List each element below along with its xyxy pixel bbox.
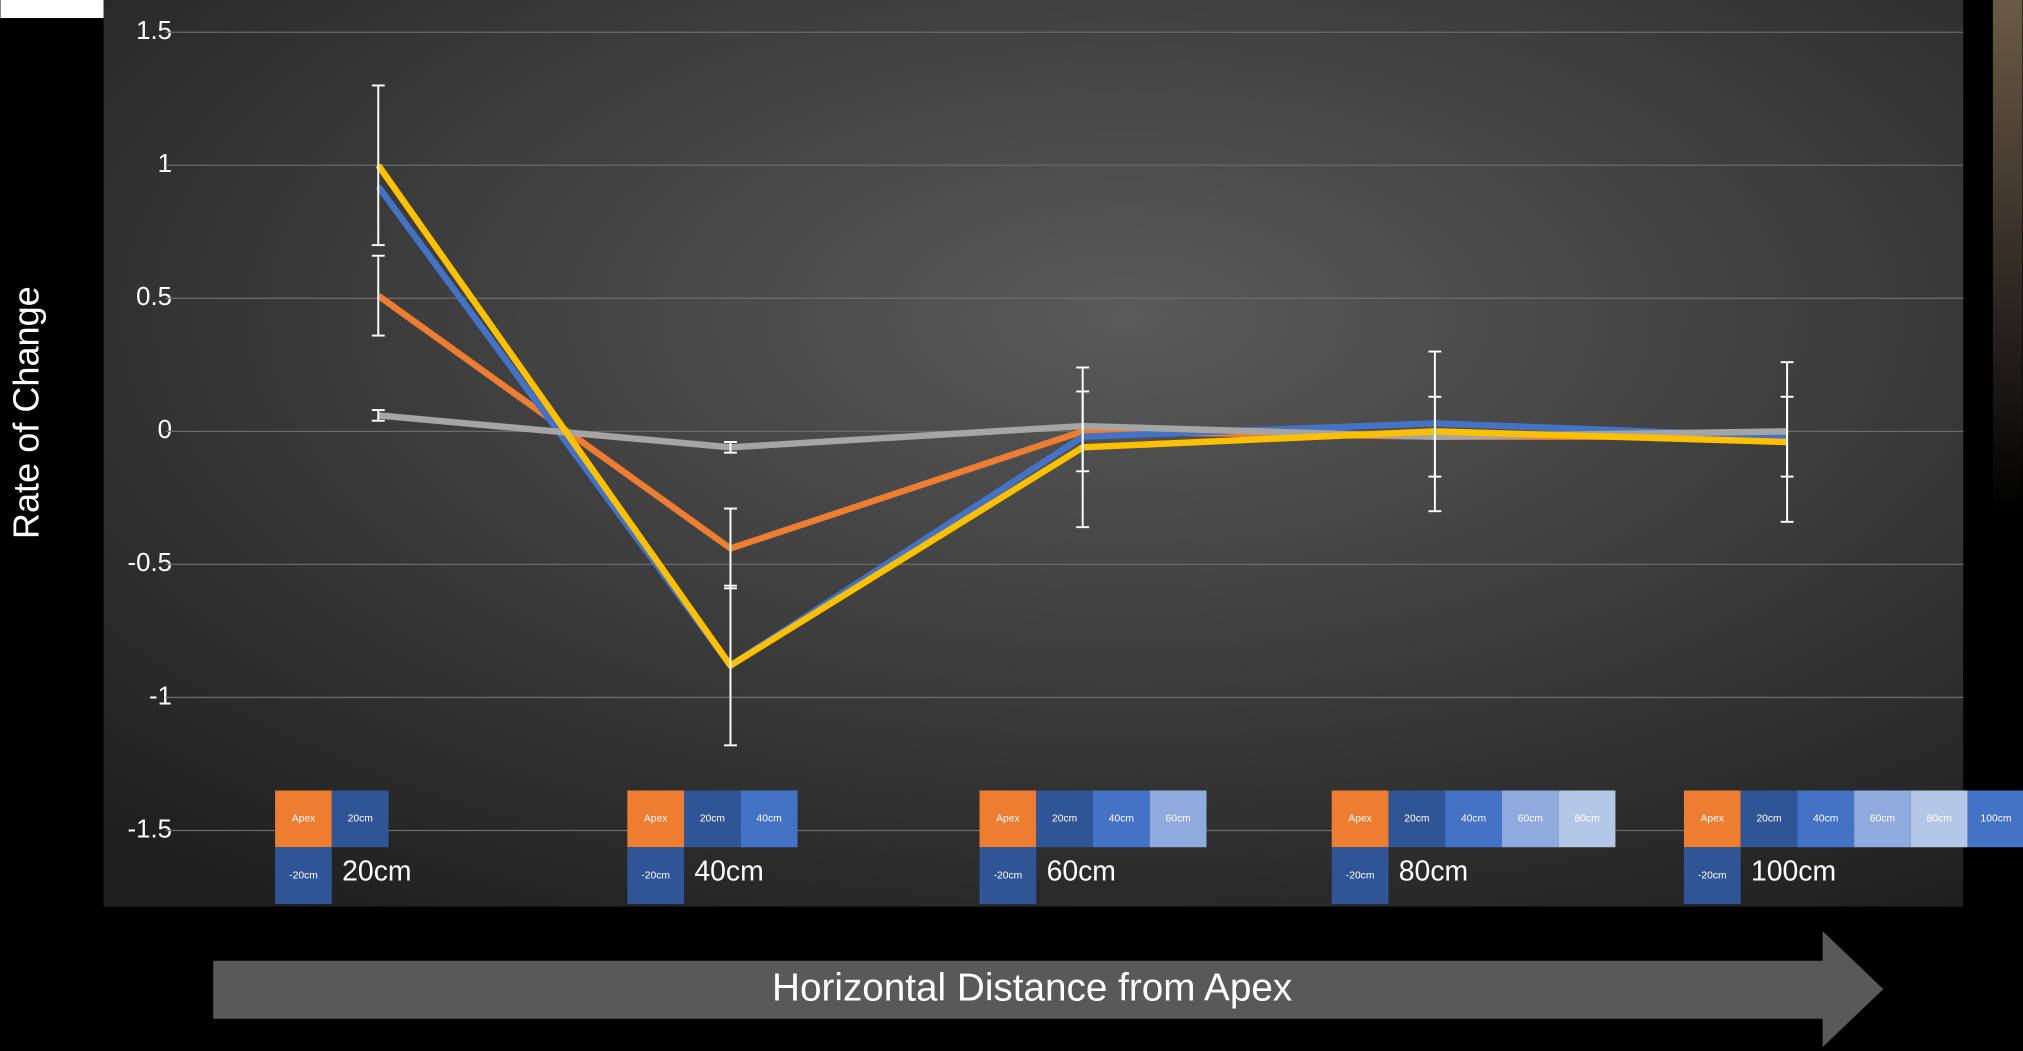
zone-label: 60cm	[1166, 814, 1191, 825]
y-axis-label: Rate of Change	[5, 286, 46, 539]
x-tick-label: 40cm	[694, 855, 763, 887]
y-tick-label: 0	[158, 416, 172, 444]
zone-label: 20cm	[1404, 814, 1429, 825]
zone-label: -20cm	[1698, 870, 1727, 881]
zone-cell	[1797, 790, 1855, 848]
zone-cell	[684, 790, 741, 848]
x-tick-label: 20cm	[342, 855, 411, 887]
zone-label: 20cm	[1052, 814, 1077, 825]
plot-area	[103, 0, 1964, 907]
zone-label: Apex	[1348, 814, 1372, 825]
zone-cell	[1036, 790, 1094, 848]
x-tick-label: 60cm	[1047, 855, 1116, 887]
y-tick-label: -0.5	[128, 549, 172, 577]
y-tick-label: 1.5	[136, 17, 172, 45]
zone-label: Apex	[292, 814, 316, 825]
zone-label: Apex	[996, 814, 1020, 825]
x-tick-label: 100cm	[1751, 855, 1836, 887]
error-bar	[371, 254, 385, 337]
zone-label: -20cm	[641, 870, 670, 881]
error-bar	[371, 84, 385, 247]
zone-cell	[1558, 790, 1616, 848]
x-axis-label: Horizontal Distance from Apex	[772, 967, 1292, 1010]
error-bar	[1076, 366, 1090, 529]
y-tick-label: -1	[149, 682, 172, 710]
zone-cell	[740, 790, 798, 848]
zone-label: -20cm	[1346, 870, 1375, 881]
error-bar	[724, 584, 737, 747]
zone-cell	[1683, 847, 1741, 904]
zone-cell	[1740, 790, 1798, 848]
zone-cell	[1910, 790, 1968, 848]
x-arrow	[213, 931, 1884, 1048]
zone-cell	[1854, 790, 1911, 848]
zone-cell	[627, 847, 685, 904]
y-tick-label: -1.5	[128, 815, 172, 843]
zone-cell	[979, 847, 1037, 904]
error-bar	[724, 441, 737, 454]
zone-label: 20cm	[348, 814, 373, 825]
zone-label: Apex	[1701, 814, 1725, 825]
zone-label: 60cm	[1518, 814, 1543, 825]
zone-label: 20cm	[700, 814, 725, 825]
zone-label: 40cm	[1461, 814, 1486, 825]
zone-label: 100cm	[1981, 814, 2012, 825]
zone-cell	[979, 790, 1037, 848]
zone-cell	[1445, 790, 1502, 848]
zone-label: 80cm	[1927, 814, 1952, 825]
error-bar	[1780, 361, 1794, 523]
zone-cell	[1501, 790, 1559, 848]
zone-label: Apex	[644, 814, 668, 825]
zone-label: 40cm	[1109, 814, 1134, 825]
error-bar	[371, 409, 385, 422]
zone-cell	[1093, 790, 1150, 848]
zone-cell	[331, 790, 389, 848]
grid: -1.5 -1 -0.5 0 0.5 1 1.5	[128, 17, 1964, 843]
error-bar	[1428, 350, 1442, 513]
zone-label: -20cm	[289, 870, 318, 881]
corner-block	[0, 0, 104, 19]
zone-cell	[1388, 790, 1446, 848]
zone-label: 40cm	[757, 814, 782, 825]
zone-cell	[1967, 790, 2023, 848]
marks	[371, 84, 1794, 747]
zone-cell	[1149, 790, 1207, 848]
zone-label: 20cm	[1756, 814, 1781, 825]
zone-label: 40cm	[1813, 814, 1838, 825]
zone-cell	[1331, 790, 1389, 848]
zone-label: 60cm	[1870, 814, 1895, 825]
zone-label: -20cm	[994, 870, 1023, 881]
y-tick-label: 0.5	[136, 283, 172, 311]
photo-edge	[1992, 0, 2023, 516]
zone-cell	[275, 847, 332, 904]
zone-cell	[1331, 847, 1389, 904]
x-tick-label: 80cm	[1399, 855, 1468, 887]
y-tick-label: 1	[158, 150, 172, 178]
zone-cell	[627, 790, 685, 848]
diagrams: Apex 20cm -20cm 20cm Apex 20cm 40cm -20cm 40cm Ap…	[275, 790, 2023, 904]
zone-cell	[275, 790, 332, 848]
zone-cell	[1683, 790, 1741, 848]
zone-label: 80cm	[1574, 814, 1599, 825]
